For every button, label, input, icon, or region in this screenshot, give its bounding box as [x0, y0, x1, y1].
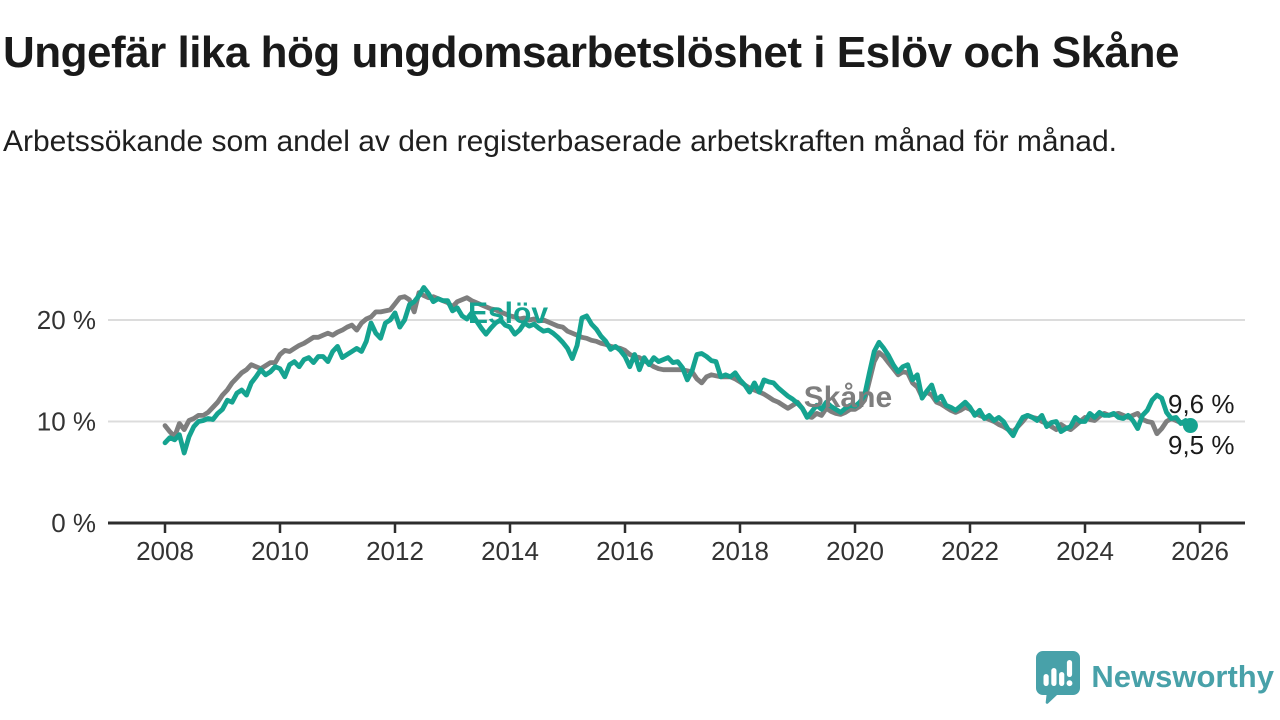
x-axis-year-label: 2024 — [1056, 536, 1114, 566]
x-axis-year-label: 2008 — [136, 536, 194, 566]
x-axis-year-label: 2022 — [941, 536, 999, 566]
series-label-eslv: Eslöv — [468, 297, 548, 330]
y-axis-tick-label: 20 % — [37, 305, 96, 335]
x-axis-year-label: 2012 — [366, 536, 424, 566]
x-axis-year-label: 2016 — [596, 536, 654, 566]
newsworthy-logo: Newsworthy — [1035, 650, 1274, 704]
x-axis-year-label: 2020 — [826, 536, 884, 566]
y-axis-tick-label: 0 % — [51, 508, 96, 538]
series-label-skne: Skåne — [804, 381, 892, 414]
end-value-label: 9,5 % — [1168, 430, 1235, 460]
chart-subtitle: Arbetssökande som andel av den registerb… — [3, 125, 1117, 158]
x-axis-year-label: 2018 — [711, 536, 769, 566]
newsworthy-chart-bubble-icon — [1036, 651, 1081, 704]
series-line-eslv — [162, 285, 1193, 456]
end-value-label: 9,6 % — [1168, 389, 1235, 419]
page-title: Ungefär lika hög ungdomsarbetslöshet i E… — [3, 28, 1179, 77]
latest-value-dot — [1182, 418, 1198, 434]
x-axis-year-label: 2026 — [1171, 536, 1229, 566]
x-axis-year-label: 2010 — [251, 536, 309, 566]
x-axis-year-label: 2014 — [481, 536, 539, 566]
newsworthy-wordmark: Newsworthy — [1091, 659, 1274, 694]
y-axis-tick-label: 10 % — [37, 407, 96, 437]
